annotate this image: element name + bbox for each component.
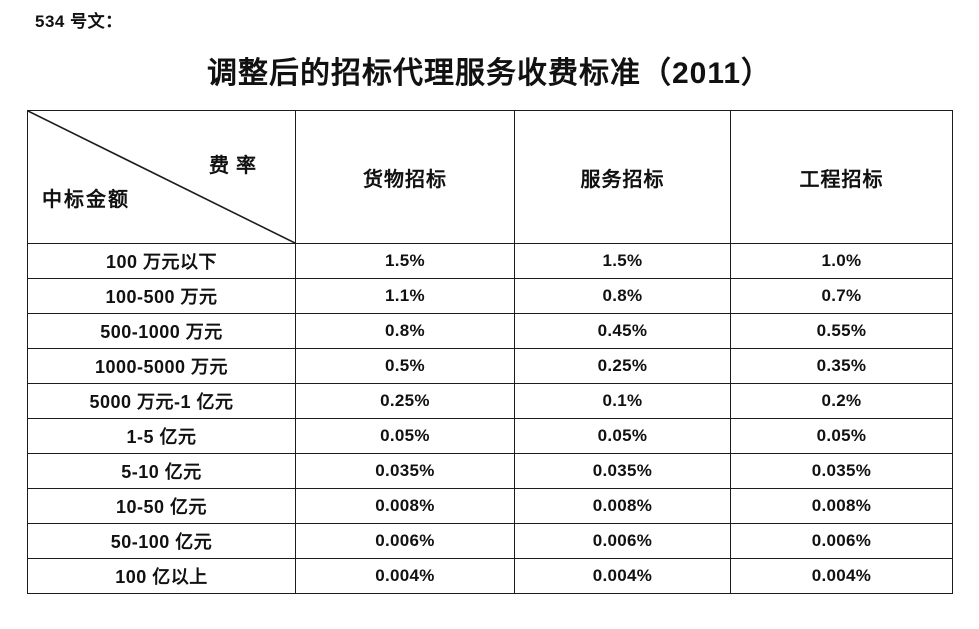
- rate-cell: 0.006%: [514, 523, 731, 559]
- rate-cell: 0.035%: [730, 453, 953, 489]
- rate-cell: 0.004%: [295, 558, 515, 594]
- column-header-engineering-tender: 工程招标: [730, 110, 953, 244]
- amount-cell: 1000-5000 万元: [27, 348, 296, 384]
- corner-label-rate: 费率: [209, 155, 263, 177]
- rate-cell: 0.2%: [730, 383, 953, 419]
- amount-cell: 5-10 亿元: [27, 453, 296, 489]
- rate-cell: 0.006%: [730, 523, 953, 559]
- rate-cell: 0.008%: [730, 488, 953, 524]
- rate-cell: 0.1%: [514, 383, 731, 419]
- rate-cell: 0.05%: [730, 418, 953, 454]
- table-body: 100 万元以下 1.5% 1.5% 1.0% 100-500 万元 1.1% 0.8% 0.…: [27, 243, 953, 594]
- rate-cell: 0.35%: [730, 348, 953, 384]
- diagonal-line: [28, 111, 295, 243]
- corner-label-amount: 中标金额: [42, 189, 130, 211]
- rate-cell: 0.004%: [730, 558, 953, 594]
- amount-cell: 100-500 万元: [27, 278, 296, 314]
- corner-header-cell: 费率 中标金额: [27, 110, 296, 244]
- table-row: 100 万元以下 1.5% 1.5% 1.0%: [27, 243, 953, 279]
- rate-cell: 0.008%: [295, 488, 515, 524]
- amount-cell: 100 万元以下: [27, 243, 296, 279]
- amount-cell: 1-5 亿元: [27, 418, 296, 454]
- amount-cell: 100 亿以上: [27, 558, 296, 594]
- rate-cell: 0.55%: [730, 313, 953, 349]
- page-title: 调整后的招标代理服务收费标准（2011）: [206, 57, 773, 90]
- table-row: 500-1000 万元 0.8% 0.45% 0.55%: [27, 313, 953, 349]
- table-row: 10-50 亿元 0.008% 0.008% 0.008%: [27, 488, 953, 524]
- rate-cell: 0.05%: [295, 418, 515, 454]
- amount-cell: 50-100 亿元: [27, 523, 296, 559]
- table-row: 5000 万元-1 亿元 0.25% 0.1% 0.2%: [27, 383, 953, 419]
- rate-cell: 0.5%: [295, 348, 515, 384]
- rate-cell: 0.45%: [514, 313, 731, 349]
- rate-cell: 1.5%: [514, 243, 731, 279]
- table-row: 1-5 亿元 0.05% 0.05% 0.05%: [27, 418, 953, 454]
- rate-cell: 0.008%: [514, 488, 731, 524]
- header-row: 费率 中标金额 货物招标 服务招标 工程招标: [27, 110, 953, 244]
- amount-cell: 10-50 亿元: [27, 488, 296, 524]
- rate-cell: 0.004%: [514, 558, 731, 594]
- rate-cell: 0.25%: [295, 383, 515, 419]
- rate-cell: 0.05%: [514, 418, 731, 454]
- amount-cell: 5000 万元-1 亿元: [27, 383, 296, 419]
- table-row: 5-10 亿元 0.035% 0.035% 0.035%: [27, 453, 953, 489]
- column-header-service-tender: 服务招标: [514, 110, 731, 244]
- table-row: 50-100 亿元 0.006% 0.006% 0.006%: [27, 523, 953, 559]
- rate-cell: 0.035%: [514, 453, 731, 489]
- fee-table: 费率 中标金额 货物招标 服务招标 工程招标 100 万元以下 1.5% 1.5% 1…: [27, 110, 953, 594]
- rate-cell: 0.7%: [730, 278, 953, 314]
- rate-cell: 0.035%: [295, 453, 515, 489]
- amount-cell: 500-1000 万元: [27, 313, 296, 349]
- column-header-goods-tender: 货物招标: [295, 110, 515, 244]
- rate-cell: 0.8%: [514, 278, 731, 314]
- rate-cell: 0.25%: [514, 348, 731, 384]
- rate-cell: 1.1%: [295, 278, 515, 314]
- doc-number-label: 534 号文：: [35, 12, 123, 31]
- table-row: 100-500 万元 1.1% 0.8% 0.7%: [27, 278, 953, 314]
- rate-cell: 1.5%: [295, 243, 515, 279]
- table-row: 1000-5000 万元 0.5% 0.25% 0.35%: [27, 348, 953, 384]
- rate-cell: 0.006%: [295, 523, 515, 559]
- rate-cell: 0.8%: [295, 313, 515, 349]
- table-row: 100 亿以上 0.004% 0.004% 0.004%: [27, 558, 953, 594]
- rate-cell: 1.0%: [730, 243, 953, 279]
- table-header: 费率 中标金额 货物招标 服务招标 工程招标: [27, 110, 953, 244]
